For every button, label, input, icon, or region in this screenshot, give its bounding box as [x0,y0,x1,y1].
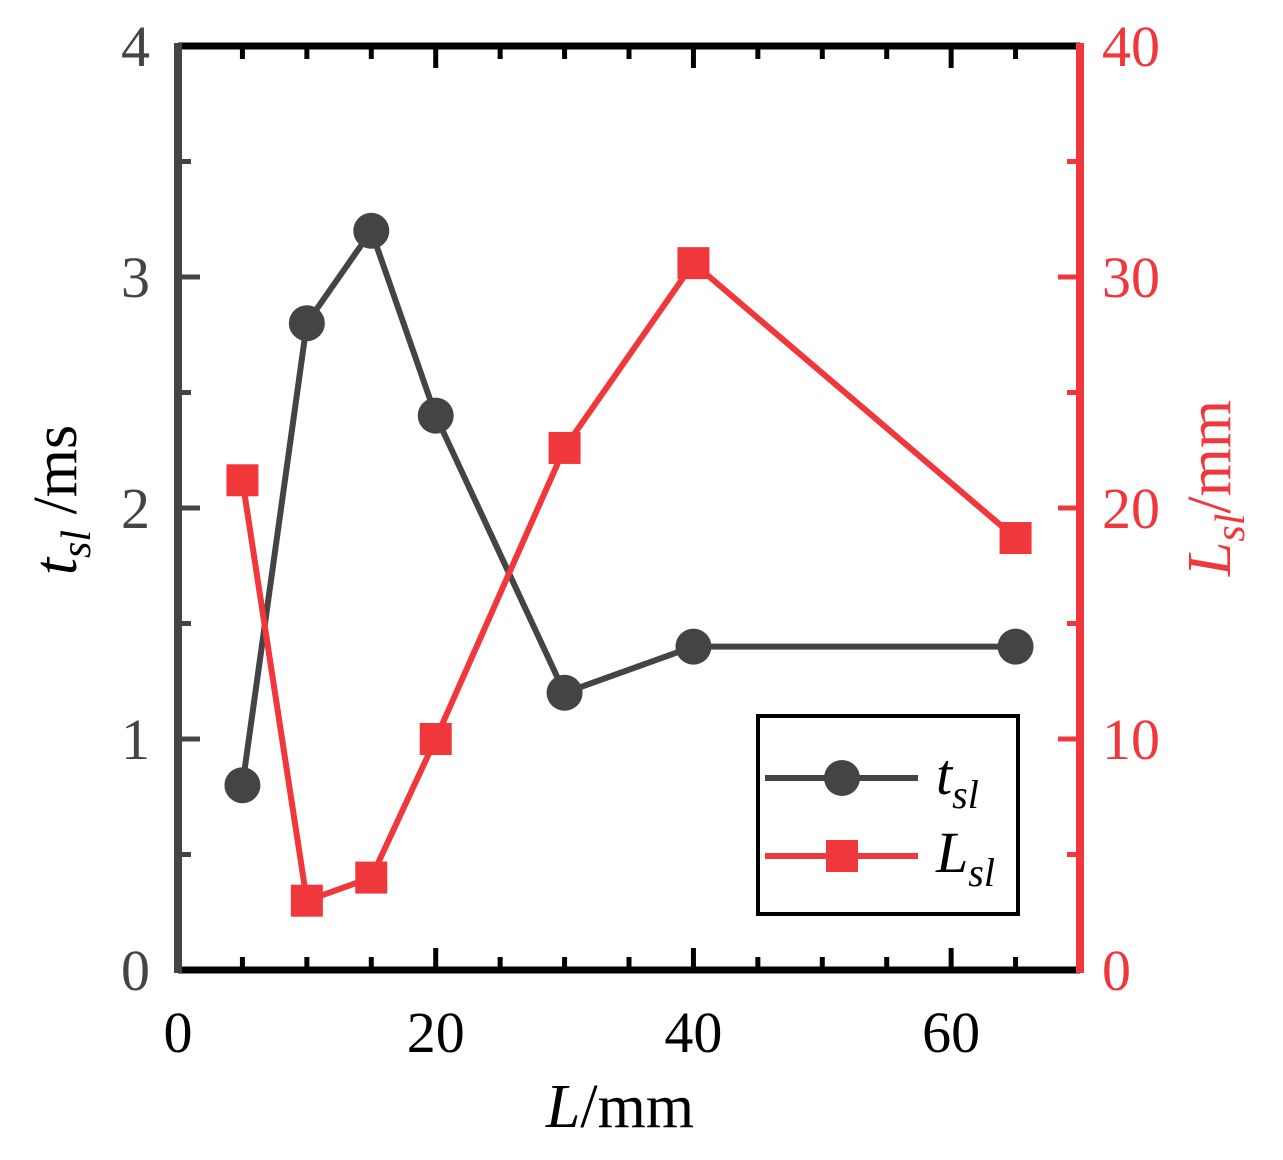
legend-label-L_sl: Lsl [935,820,995,895]
left-y-tick-label: 1 [121,707,150,772]
right-y-tick-label: 20 [1102,476,1160,541]
point-t_sl [997,628,1034,665]
x-tick-label: 20 [407,1000,465,1065]
point-t_sl [546,674,583,711]
right-y-tick-label: 10 [1102,707,1160,772]
axis-ticks [178,46,1080,970]
left-y-axis-label: tsl /ms [22,425,100,575]
series-layer [224,212,1034,917]
x-tick-label: 60 [922,1000,980,1065]
point-t_sl [675,628,712,665]
point-L_sl [677,247,710,280]
left-y-tick-label: 4 [121,14,150,79]
left-y-tick-label: 3 [121,245,150,310]
point-L_sl [548,431,581,464]
right-y-tick-label: 40 [1102,14,1160,79]
point-t_sl [417,397,454,434]
x-tick-label: 0 [164,1000,193,1065]
legend-box [756,714,1020,916]
point-t_sl [288,305,325,342]
point-t_sl [224,767,261,804]
point-L_sl [226,464,259,497]
right-y-tick-label: 30 [1102,245,1160,310]
point-L_sl [290,884,323,917]
right-y-axis-label: Lsl/mm [1176,400,1254,577]
x-tick-label: 40 [664,1000,722,1065]
point-L_sl [419,723,452,755]
series-line-t_sl [239,227,1016,786]
legend-marker-t_sl [824,760,860,796]
left-y-tick-label: 2 [121,476,150,541]
legend-marker-L_sl [826,840,858,872]
left-y-tick-label: 0 [121,938,150,1003]
right-y-tick-label: 0 [1102,938,1131,1003]
point-L_sl [999,522,1032,555]
point-L_sl [355,861,388,894]
point-t_sl [353,212,390,249]
legend-label-t_sl: tsl [936,742,979,817]
x-axis-label: L/mm [545,1073,694,1141]
